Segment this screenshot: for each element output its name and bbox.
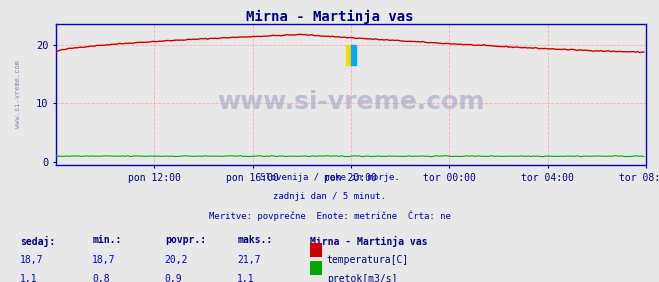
Bar bbox=[351, 45, 356, 65]
Text: povpr.:: povpr.: bbox=[165, 235, 206, 245]
Text: 20,2: 20,2 bbox=[165, 255, 188, 265]
Text: Slovenija / reke in morje.: Slovenija / reke in morje. bbox=[260, 173, 399, 182]
Text: pretok[m3/s]: pretok[m3/s] bbox=[327, 274, 397, 282]
Text: sedaj:: sedaj: bbox=[20, 235, 55, 246]
Text: 0,9: 0,9 bbox=[165, 274, 183, 282]
Text: www.si-vreme.com: www.si-vreme.com bbox=[14, 60, 20, 129]
Text: 21,7: 21,7 bbox=[237, 255, 261, 265]
Text: Mirna - Martinja vas: Mirna - Martinja vas bbox=[246, 10, 413, 24]
Text: 1,1: 1,1 bbox=[20, 274, 38, 282]
Text: maks.:: maks.: bbox=[237, 235, 272, 245]
Text: temperatura[C]: temperatura[C] bbox=[327, 255, 409, 265]
Text: 0,8: 0,8 bbox=[92, 274, 110, 282]
Text: 1,1: 1,1 bbox=[237, 274, 255, 282]
Text: min.:: min.: bbox=[92, 235, 122, 245]
Text: 18,7: 18,7 bbox=[20, 255, 43, 265]
Bar bbox=[346, 45, 351, 65]
Text: zadnji dan / 5 minut.: zadnji dan / 5 minut. bbox=[273, 192, 386, 201]
Text: Mirna - Martinja vas: Mirna - Martinja vas bbox=[310, 235, 427, 246]
Text: Meritve: povprečne  Enote: metrične  Črta: ne: Meritve: povprečne Enote: metrične Črta:… bbox=[208, 210, 451, 221]
Text: www.si-vreme.com: www.si-vreme.com bbox=[217, 89, 484, 114]
Text: 18,7: 18,7 bbox=[92, 255, 116, 265]
